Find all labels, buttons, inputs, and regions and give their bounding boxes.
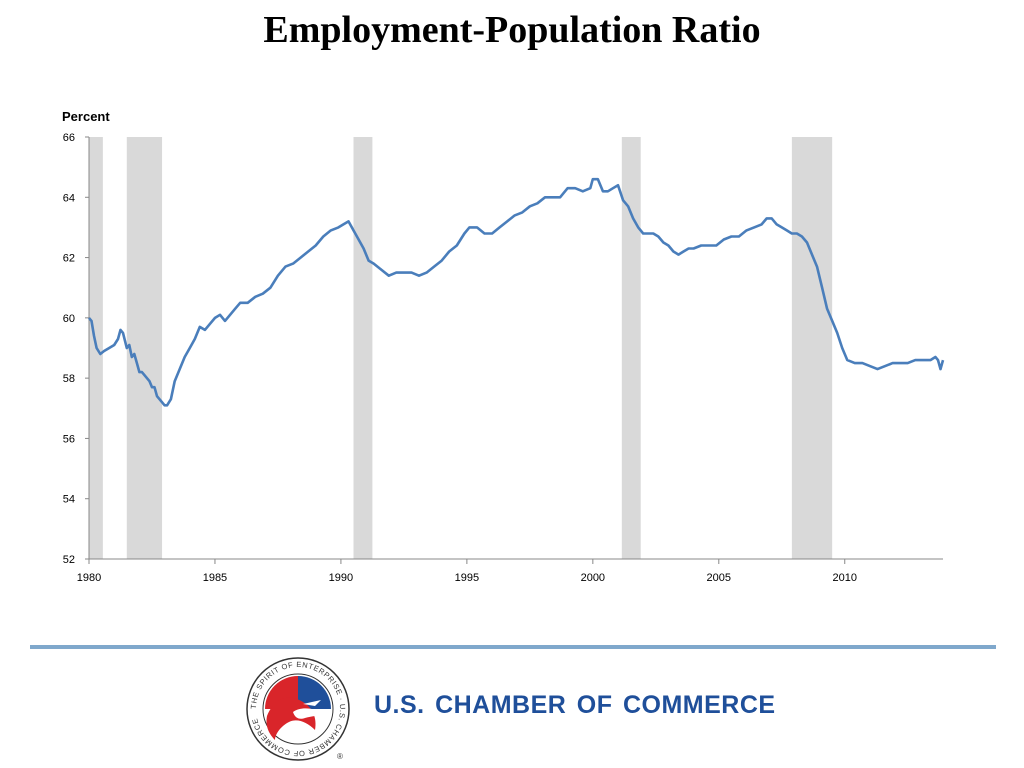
x-tick-label: 1980 xyxy=(77,572,101,584)
x-tick-label: 1990 xyxy=(329,572,353,584)
y-tick-label: 54 xyxy=(63,494,75,506)
page-title: Employment-Population Ratio xyxy=(263,9,761,51)
y-tick-label: 60 xyxy=(63,313,75,325)
y-tick-label: 52 xyxy=(63,554,75,566)
x-axis-ticks: 1980 1985 1990 1995 2000 2005 2010 xyxy=(77,559,857,584)
series-line xyxy=(88,177,945,407)
recession-band xyxy=(791,137,833,559)
x-tick-label: 1995 xyxy=(455,572,479,584)
chamber-of-commerce-seal-icon: THE SPIRIT OF ENTERPRISE · U.S. CHAMBER … xyxy=(246,657,350,761)
x-tick-label: 1985 xyxy=(203,572,227,584)
x-tick-label: 2005 xyxy=(707,572,731,584)
recession-band xyxy=(621,137,641,559)
line-chart: Percent 52 54 56 58 60 62 64 66 1980 1985 1990 199… xyxy=(62,109,945,584)
y-tick-label: 64 xyxy=(63,192,75,204)
x-tick-label: 2000 xyxy=(581,572,605,584)
recession-band xyxy=(353,137,373,559)
y-axis-ticks: 52 54 56 58 60 62 64 66 xyxy=(63,132,89,566)
recession-bands xyxy=(89,137,833,559)
footer-divider xyxy=(30,645,996,649)
y-tick-label: 56 xyxy=(63,433,75,445)
y-axis-label: Percent xyxy=(62,109,110,124)
recession-band xyxy=(126,137,163,559)
y-tick-label: 62 xyxy=(63,253,75,265)
y-tick-label: 66 xyxy=(63,132,75,144)
x-tick-label: 2010 xyxy=(833,572,857,584)
registered-mark: ® xyxy=(337,752,343,761)
organization-name: U.S. CHAMBER OF COMMERCE xyxy=(374,691,776,719)
y-tick-label: 58 xyxy=(63,373,75,385)
